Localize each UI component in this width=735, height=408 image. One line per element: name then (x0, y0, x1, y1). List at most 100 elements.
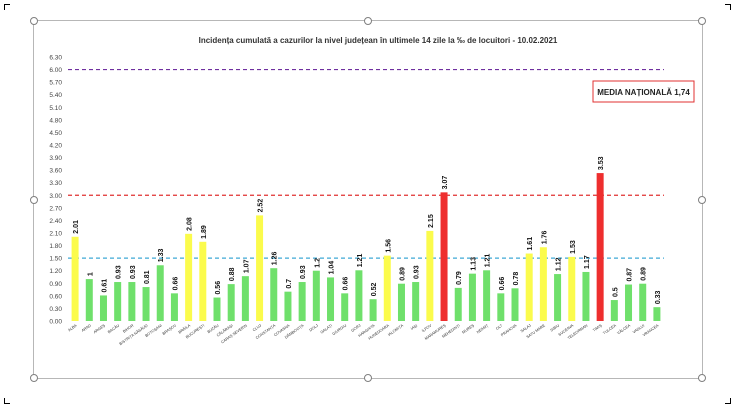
bar-cluj (256, 215, 264, 321)
value-label: 1.53 (570, 240, 577, 254)
y-tick-label: 0.90 (49, 281, 62, 288)
value-label: 0.66 (343, 277, 350, 291)
y-tick-label: 0.30 (49, 306, 62, 313)
y-tick-label: 1.50 (49, 256, 62, 263)
bar-hunedoara (383, 255, 391, 321)
national-average-border (592, 80, 695, 103)
bar-sibiu (554, 274, 562, 321)
x-tick-label: SIBIU (550, 323, 561, 332)
bar-vrancea (653, 307, 661, 321)
resize-handle-bottom-center[interactable] (364, 374, 372, 382)
bar-prahova (511, 288, 519, 321)
resize-handle-bottom-left[interactable] (30, 374, 38, 382)
x-tick-label: IAȘI (410, 324, 418, 331)
bar-argeș (99, 295, 107, 321)
x-tick-label: BRAȘOV (162, 323, 178, 336)
value-label: 0.66 (172, 277, 179, 291)
bar-călărași (227, 284, 235, 321)
value-label: 1.56 (385, 239, 392, 253)
y-tick-label: 5.40 (49, 92, 62, 99)
value-label: 0.87 (627, 268, 634, 282)
bar-teleorman (582, 271, 590, 321)
x-tick-label: IALOMIȚA (387, 323, 404, 337)
bar-bacău (114, 282, 122, 321)
x-tick-label: CARAȘ SEVERIN (220, 323, 248, 344)
bar-satu-mare (539, 247, 547, 321)
bar-arad (85, 279, 93, 321)
x-tick-label: GORJ (351, 323, 362, 332)
bar-mureș (468, 273, 476, 321)
value-label: 1 (87, 272, 94, 276)
x-tick-label: BIHOR (122, 323, 134, 333)
x-tick-label: PRAHOVA (500, 323, 518, 337)
crop-corner-bottom-right (725, 398, 731, 404)
bar-iași (412, 282, 420, 321)
y-tick-label: 4.20 (49, 143, 62, 150)
y-tick-label: 2.70 (49, 205, 62, 212)
value-label: 2.01 (73, 220, 80, 234)
y-tick-label: 2.10 (49, 231, 62, 238)
value-label: 1.2 (314, 258, 321, 268)
resize-handle-middle-left[interactable] (30, 196, 38, 204)
resize-handle-top-center[interactable] (364, 17, 372, 25)
value-label: 0.89 (641, 267, 648, 281)
x-tick-label: ALBA (67, 323, 78, 332)
x-tick-label: NEAMȚ (476, 323, 490, 334)
y-tick-label: 1.80 (49, 243, 62, 250)
x-tick-label: GIURGIU (332, 323, 348, 336)
bar-brăila (185, 233, 193, 321)
bar-buzău (213, 297, 221, 321)
value-label: 1.04 (329, 261, 336, 275)
resize-handle-bottom-right[interactable] (698, 374, 706, 382)
bar-timiș (596, 173, 604, 321)
value-label: 1.26 (272, 251, 279, 265)
value-label: 1.21 (357, 254, 364, 268)
resize-handle-top-left[interactable] (30, 17, 38, 25)
y-tick-label: 3.90 (49, 155, 62, 162)
bar-tulcea (610, 300, 618, 321)
value-label: 1.07 (243, 259, 250, 273)
x-tick-label: ARAD (81, 323, 92, 332)
x-tick-label: BACĂU (107, 323, 120, 334)
resize-handle-top-right[interactable] (698, 17, 706, 25)
bars-group (71, 173, 661, 321)
bar-constanța (270, 268, 278, 321)
value-labels: 2.01 1 0.61 0.93 0.93 0.81 1.33 0.66 2.08 1.89 0.5… (73, 156, 662, 304)
x-tick-label: CLUJ (252, 323, 262, 332)
y-tick-label: 5.70 (49, 80, 62, 87)
y-tick-label: 4.80 (49, 117, 62, 124)
x-tick-label: TIMIȘ (592, 323, 603, 332)
crop-corner-top-left (4, 4, 10, 10)
value-label: 0.93 (414, 265, 421, 279)
y-tick-label: 4.50 (49, 130, 62, 137)
value-label: 1.17 (584, 255, 591, 269)
bar-bihor (128, 282, 136, 321)
bar-vâlcea (625, 284, 633, 321)
bar-galați (327, 277, 335, 321)
value-label: 3.07 (442, 176, 449, 190)
y-tick-label: 0.60 (49, 293, 62, 300)
value-label: 0.7 (286, 279, 293, 289)
value-label: 0.88 (229, 267, 236, 281)
value-label: 1.89 (201, 225, 208, 239)
x-tick-label: ILFOV (421, 323, 433, 333)
bar-botoșani (156, 265, 164, 321)
x-tick-label: VRANCEA (642, 323, 660, 337)
chart-frame[interactable]: Incidența cumulată a cazurilor la nivel … (30, 17, 706, 382)
y-axis: 0.00 0.30 0.60 0.90 1.20 1.50 1.80 2.10 2.40 2.70… (49, 55, 62, 326)
value-label: 0.78 (513, 272, 520, 286)
value-label: 1.21 (485, 254, 492, 268)
x-tick-label: VASLUI (632, 324, 645, 335)
value-label: 0.66 (499, 277, 506, 291)
value-label: 0.52 (371, 282, 378, 296)
y-tick-label: 2.40 (49, 218, 62, 225)
value-label: 1.61 (527, 237, 534, 251)
crop-corner-bottom-left (4, 398, 10, 404)
bar-dolj (312, 270, 320, 321)
resize-handle-middle-right[interactable] (698, 196, 706, 204)
value-label: 1.33 (158, 249, 165, 263)
x-tick-label: GALAȚI (320, 324, 333, 335)
bar-neamț (483, 270, 491, 321)
bar-mehedinți (454, 287, 462, 321)
